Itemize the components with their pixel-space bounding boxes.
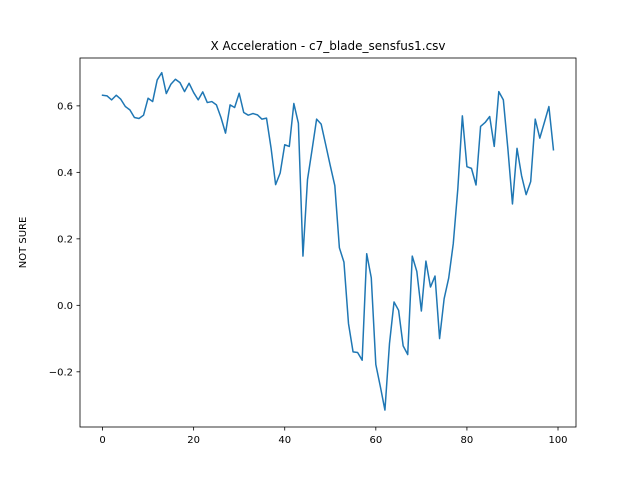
x-tick-label: 80 (461, 435, 474, 446)
x-tick-label: 40 (278, 435, 291, 446)
x-tick-label: 100 (548, 435, 567, 446)
x-tick-label: 20 (187, 435, 200, 446)
y-tick-label: 0.6 (57, 101, 73, 112)
y-tick-label: 0.2 (57, 234, 73, 245)
x-tick-label: 0 (99, 435, 105, 446)
axes-frame (79, 57, 577, 428)
series-line-0 (101, 71, 555, 411)
plot-area: 0 20 40 60 80 100 −0.2 0.0 0.2 0.4 0.6 (49, 57, 577, 446)
y-tick-label: −0.2 (49, 367, 73, 378)
chart-title: X Acceleration - c7_blade_sensfus1.csv (210, 39, 445, 53)
y-axis-label: NOT SURE (18, 217, 29, 269)
y-tick-label: 0.4 (57, 168, 73, 179)
y-tick-label: 0.0 (57, 301, 73, 312)
x-tick-label: 60 (369, 435, 382, 446)
